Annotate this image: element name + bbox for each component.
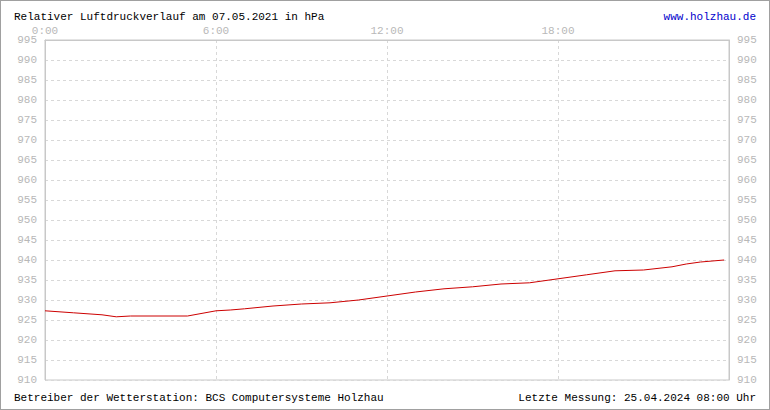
svg-text:980: 980: [17, 94, 37, 106]
svg-text:975: 975: [737, 114, 757, 126]
svg-text:6:00: 6:00: [203, 25, 229, 37]
svg-text:960: 960: [737, 174, 757, 186]
svg-text:960: 960: [17, 174, 37, 186]
svg-text:910: 910: [17, 374, 37, 386]
svg-text:975: 975: [17, 114, 37, 126]
svg-text:970: 970: [737, 134, 757, 146]
svg-text:985: 985: [737, 74, 757, 86]
svg-text:990: 990: [737, 54, 757, 66]
svg-text:930: 930: [737, 294, 757, 306]
svg-text:995: 995: [737, 34, 757, 46]
svg-text:935: 935: [737, 274, 757, 286]
svg-text:920: 920: [17, 334, 37, 346]
svg-text:995: 995: [17, 34, 37, 46]
svg-text:Relativer Luftdruckverlauf am: Relativer Luftdruckverlauf am 07.05.2021…: [14, 11, 325, 23]
svg-text:915: 915: [737, 354, 757, 366]
svg-text:990: 990: [17, 54, 37, 66]
svg-text:Letzte Messung: 25.04.2024 08:: Letzte Messung: 25.04.2024 08:00 Uhr: [518, 392, 756, 404]
svg-text:925: 925: [737, 314, 757, 326]
svg-text:0:00: 0:00: [32, 25, 58, 37]
svg-text:12:00: 12:00: [370, 25, 403, 37]
svg-text:965: 965: [737, 154, 757, 166]
svg-text:945: 945: [737, 234, 757, 246]
svg-text:965: 965: [17, 154, 37, 166]
svg-text:970: 970: [17, 134, 37, 146]
svg-text:930: 930: [17, 294, 37, 306]
svg-text:940: 940: [17, 254, 37, 266]
svg-text:910: 910: [737, 374, 757, 386]
svg-text:955: 955: [737, 194, 757, 206]
svg-text:920: 920: [737, 334, 757, 346]
svg-text:18:00: 18:00: [541, 25, 574, 37]
svg-text:925: 925: [17, 314, 37, 326]
svg-text:950: 950: [17, 214, 37, 226]
svg-text:Betreiber der Wetterstation: B: Betreiber der Wetterstation: BCS Compute…: [14, 392, 384, 404]
svg-text:935: 935: [17, 274, 37, 286]
svg-text:985: 985: [17, 74, 37, 86]
svg-text:980: 980: [737, 94, 757, 106]
svg-text:950: 950: [737, 214, 757, 226]
svg-text:955: 955: [17, 194, 37, 206]
svg-text:940: 940: [737, 254, 757, 266]
svg-text:915: 915: [17, 354, 37, 366]
svg-text:www.holzhau.de: www.holzhau.de: [664, 11, 756, 23]
svg-text:945: 945: [17, 234, 37, 246]
